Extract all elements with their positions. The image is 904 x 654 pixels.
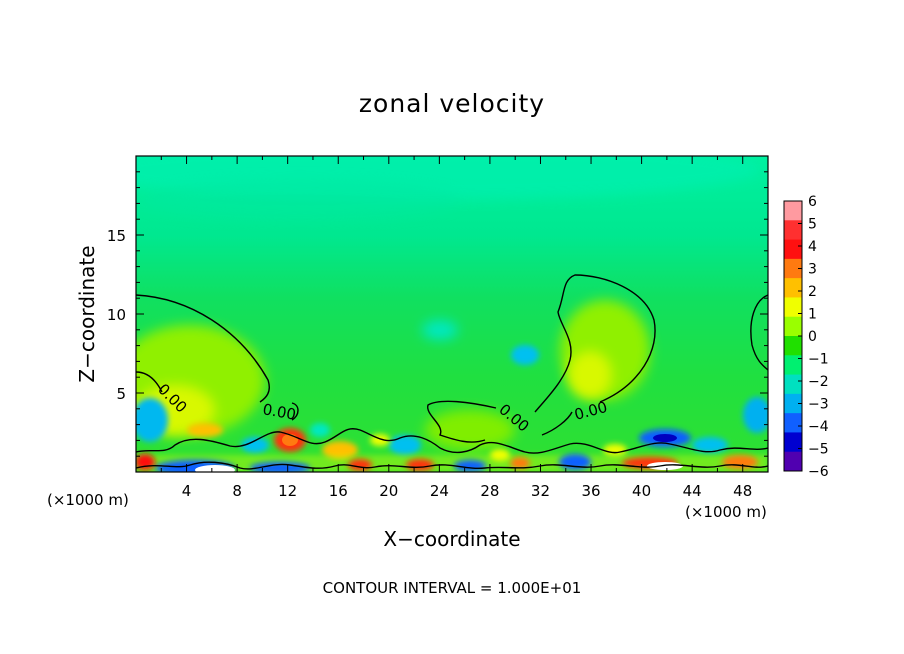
x-unit-label-right: (×1000 m): [685, 503, 767, 521]
x-tick-labels: 4 8 12 16 20 24 28 32 36 40 44 48: [182, 482, 752, 500]
colorbar-label: 5: [808, 217, 817, 233]
colorbar-label: 6: [808, 194, 817, 210]
y-tick-label: 15: [107, 227, 126, 245]
x-axis-label: X−coordinate: [383, 527, 520, 551]
x-tick-label: 8: [232, 482, 242, 500]
contour-label-2: 0.00: [261, 400, 297, 424]
contour-line-middle: [427, 400, 497, 443]
y-tick-label: 10: [107, 306, 126, 324]
x-tick-label: 20: [379, 482, 398, 500]
colorbar-swatch: [784, 278, 802, 298]
colorbar-swatch: [784, 374, 802, 395]
y-ticks: [136, 171, 768, 457]
y-axis-label: Z−coordinate: [75, 245, 99, 382]
contour-interval-note: CONTOUR INTERVAL = 1.000E+01: [323, 579, 582, 597]
colorbar-swatch: [784, 336, 802, 356]
colorbar-label: −4: [808, 419, 829, 435]
contour-line-lower-band: [136, 428, 768, 454]
colorbar-label: 2: [808, 284, 817, 300]
colorbar-swatch: [784, 432, 802, 453]
y-tick-label: 5: [116, 385, 126, 403]
colorbar-label: −5: [808, 442, 829, 458]
x-tick-label: 28: [480, 482, 499, 500]
contour-line-bottom: [136, 461, 768, 470]
colorbar-label: 4: [808, 239, 817, 255]
x-tick-label: 40: [632, 482, 651, 500]
colorbar-swatch: [784, 220, 802, 241]
x-tick-label: 16: [329, 482, 348, 500]
x-tick-label: 32: [531, 482, 550, 500]
heatmap-field: [136, 156, 768, 472]
x-tick-label: 36: [581, 482, 600, 500]
chart-title: zonal velocity: [359, 89, 545, 118]
x-ticks: [160, 156, 744, 472]
colorbar-swatch: [784, 413, 802, 433]
colorbar-swatch: [784, 297, 802, 318]
contour-line-right-lobe: [534, 274, 656, 436]
x-tick-label: 48: [733, 482, 752, 500]
x-unit-label-left: (×1000 m): [47, 491, 129, 509]
x-tick-label: 12: [278, 482, 297, 500]
x-tick-label: 24: [430, 482, 449, 500]
colorbar-swatch: [784, 393, 802, 414]
contour-line-mid-left: [291, 402, 299, 421]
zero-contour-lines: [136, 274, 768, 470]
y-tick-labels: 5 10 15: [107, 227, 126, 403]
colorbar-swatch: [784, 239, 802, 260]
colorbar-label: −1: [808, 352, 829, 368]
colorbar-swatch: [784, 355, 802, 376]
colorbar-label: 0: [808, 329, 817, 345]
colorbar: 6 5 4 3 2 1 0 −1 −2 −3 −4 −5 −6: [783, 194, 829, 480]
x-tick-label: 44: [683, 482, 702, 500]
contour-line-right-edge: [750, 294, 768, 371]
colorbar-label: −3: [808, 397, 829, 413]
colorbar-label: −6: [808, 464, 829, 480]
x-tick-label: 4: [182, 482, 192, 500]
colorbar-label: 3: [808, 262, 817, 278]
colorbar-swatch: [784, 316, 802, 337]
colorbar-swatch: [784, 201, 802, 221]
colorbar-swatch: [784, 451, 802, 472]
contour-line-left-lower: [136, 371, 163, 393]
colorbar-label: 1: [808, 307, 817, 323]
colorbar-label: −2: [808, 374, 829, 390]
colorbar-swatch: [784, 258, 802, 279]
contour-line-left-lobe: [136, 294, 270, 403]
